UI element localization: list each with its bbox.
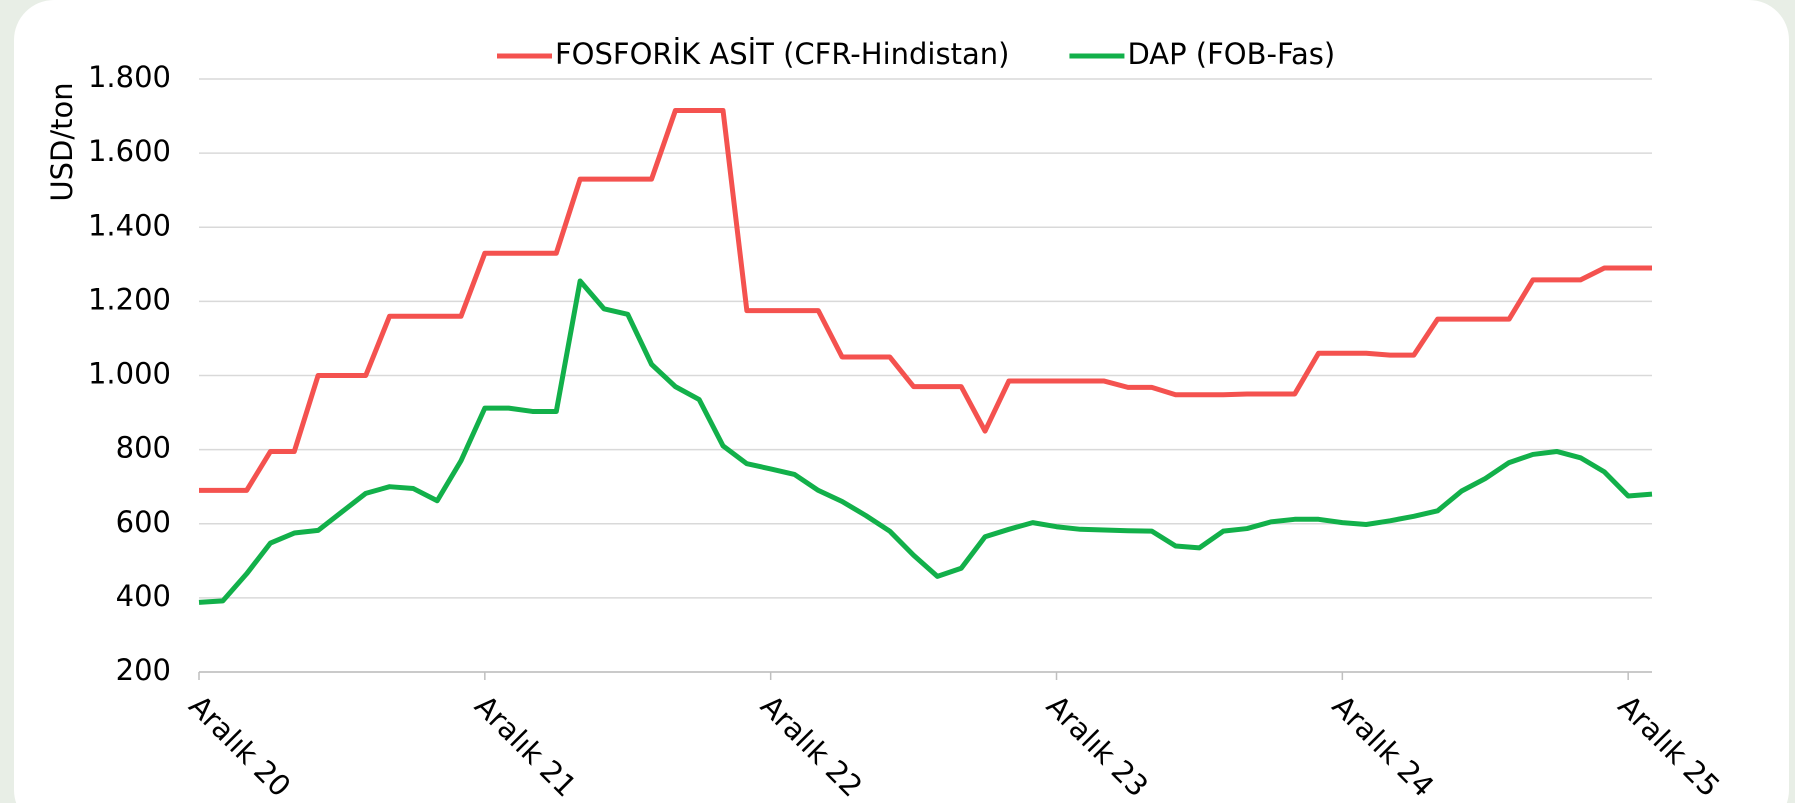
- y-tick-label: 1.000: [88, 357, 171, 391]
- y-tick-label: 1.600: [88, 134, 171, 168]
- card: [14, 0, 1789, 803]
- y-axis-label: USD/ton: [45, 82, 79, 201]
- y-tick-label: 1.800: [88, 60, 171, 94]
- legend-label: FOSFORİK ASİT (CFR-Hindistan): [555, 37, 1009, 71]
- y-tick-label: 600: [116, 505, 171, 539]
- legend-label: DAP (FOB-Fas): [1127, 37, 1335, 71]
- y-tick-label: 1.400: [88, 208, 171, 242]
- series-line: [198, 278, 1653, 605]
- y-tick-label: 800: [116, 431, 171, 465]
- y-tick-label: 1.200: [88, 282, 171, 316]
- series-line: [199, 108, 1652, 493]
- y-tick-label: 400: [116, 579, 171, 613]
- y-tick-label: 200: [116, 653, 171, 687]
